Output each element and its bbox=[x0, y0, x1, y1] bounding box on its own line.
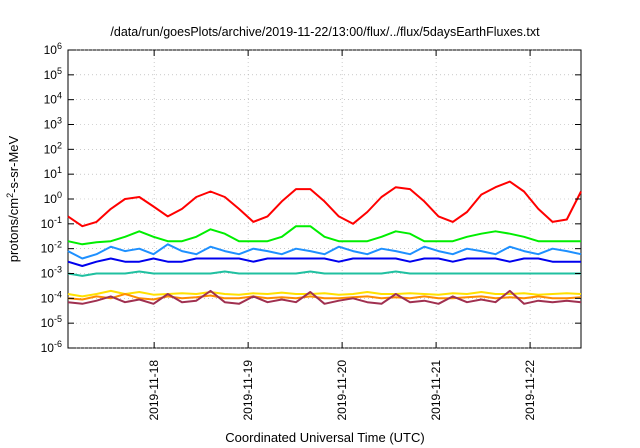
series-line-3 bbox=[67, 257, 581, 267]
y-tick-label: 10-1 bbox=[41, 215, 62, 231]
y-tick-base: 10 bbox=[44, 118, 58, 132]
series-line-4 bbox=[67, 270, 581, 277]
y-tick-exponent: -6 bbox=[54, 339, 62, 349]
y-tick-base: 10 bbox=[44, 93, 58, 107]
y-axis-label-part: protons/cm bbox=[6, 198, 21, 262]
y-tick-label: 100 bbox=[44, 190, 62, 206]
series-line-0 bbox=[67, 180, 582, 228]
y-tick-label: 102 bbox=[44, 140, 62, 156]
y-tick-exponent: 4 bbox=[57, 91, 62, 101]
y-tick-label: 103 bbox=[44, 116, 62, 132]
series-line-6 bbox=[67, 293, 582, 301]
y-tick-exponent: -2 bbox=[54, 240, 62, 250]
y-tick-label: 10-3 bbox=[41, 265, 62, 281]
y-tick-label: 105 bbox=[44, 66, 62, 82]
y-tick-exponent: 6 bbox=[57, 41, 62, 51]
y-axis-label: protons/cm2-s-sr-MeV bbox=[5, 135, 21, 262]
y-tick-exponent: 5 bbox=[57, 66, 62, 76]
y-tick-base: 10 bbox=[41, 267, 55, 281]
y-axis-ticks: 10-610-510-410-310-210-11001011021031041… bbox=[41, 41, 581, 355]
x-tick-label: 2019-11-19 bbox=[241, 360, 255, 421]
series-line-2 bbox=[67, 243, 582, 260]
y-tick-exponent: -3 bbox=[54, 265, 62, 275]
y-tick-label: 104 bbox=[44, 91, 62, 107]
y-tick-exponent: 1 bbox=[57, 165, 62, 175]
y-tick-label: 10-2 bbox=[41, 240, 62, 256]
y-tick-base: 10 bbox=[41, 341, 55, 355]
x-tick-label: 2019-11-22 bbox=[523, 360, 537, 421]
y-axis-label-part: -s-sr-MeV bbox=[6, 135, 21, 192]
x-tick-label: 2019-11-18 bbox=[147, 360, 161, 421]
y-tick-base: 10 bbox=[44, 43, 58, 57]
y-tick-base: 10 bbox=[44, 192, 58, 206]
series-lines bbox=[67, 180, 582, 305]
y-tick-exponent: -4 bbox=[54, 289, 62, 299]
x-tick-label: 2019-11-20 bbox=[335, 360, 349, 421]
y-tick-label: 10-6 bbox=[41, 339, 62, 355]
y-tick-label: 10-5 bbox=[41, 314, 62, 330]
chart-title: /data/run/goesPlots/archive/2019-11-22/1… bbox=[110, 25, 540, 39]
y-tick-exponent: 0 bbox=[57, 190, 62, 200]
y-tick-label: 101 bbox=[44, 165, 62, 181]
series-line-7 bbox=[67, 289, 582, 305]
y-axis-label-superscript: 2 bbox=[5, 193, 15, 198]
y-tick-exponent: -5 bbox=[54, 314, 62, 324]
y-tick-exponent: -1 bbox=[54, 215, 62, 225]
x-axis-ticks: 2019-11-18 2019-11-19 2019-11-20 2019-11-21… bbox=[147, 50, 537, 421]
y-tick-base: 10 bbox=[44, 68, 58, 82]
y-tick-base: 10 bbox=[44, 167, 58, 181]
y-tick-exponent: 2 bbox=[57, 140, 62, 150]
y-tick-label: 10-4 bbox=[41, 289, 62, 305]
y-tick-base: 10 bbox=[41, 217, 55, 231]
y-tick-exponent: 3 bbox=[57, 116, 62, 126]
y-tick-base: 10 bbox=[41, 242, 55, 256]
y-tick-base: 10 bbox=[41, 291, 55, 305]
y-tick-base: 10 bbox=[41, 316, 55, 330]
x-tick-label: 2019-11-21 bbox=[429, 360, 443, 421]
x-axis-label: Coordinated Universal Time (UTC) bbox=[225, 430, 424, 445]
series-line-5 bbox=[67, 289, 582, 298]
y-tick-label: 106 bbox=[44, 41, 62, 57]
y-tick-base: 10 bbox=[44, 142, 58, 156]
series-line-1 bbox=[67, 225, 581, 246]
